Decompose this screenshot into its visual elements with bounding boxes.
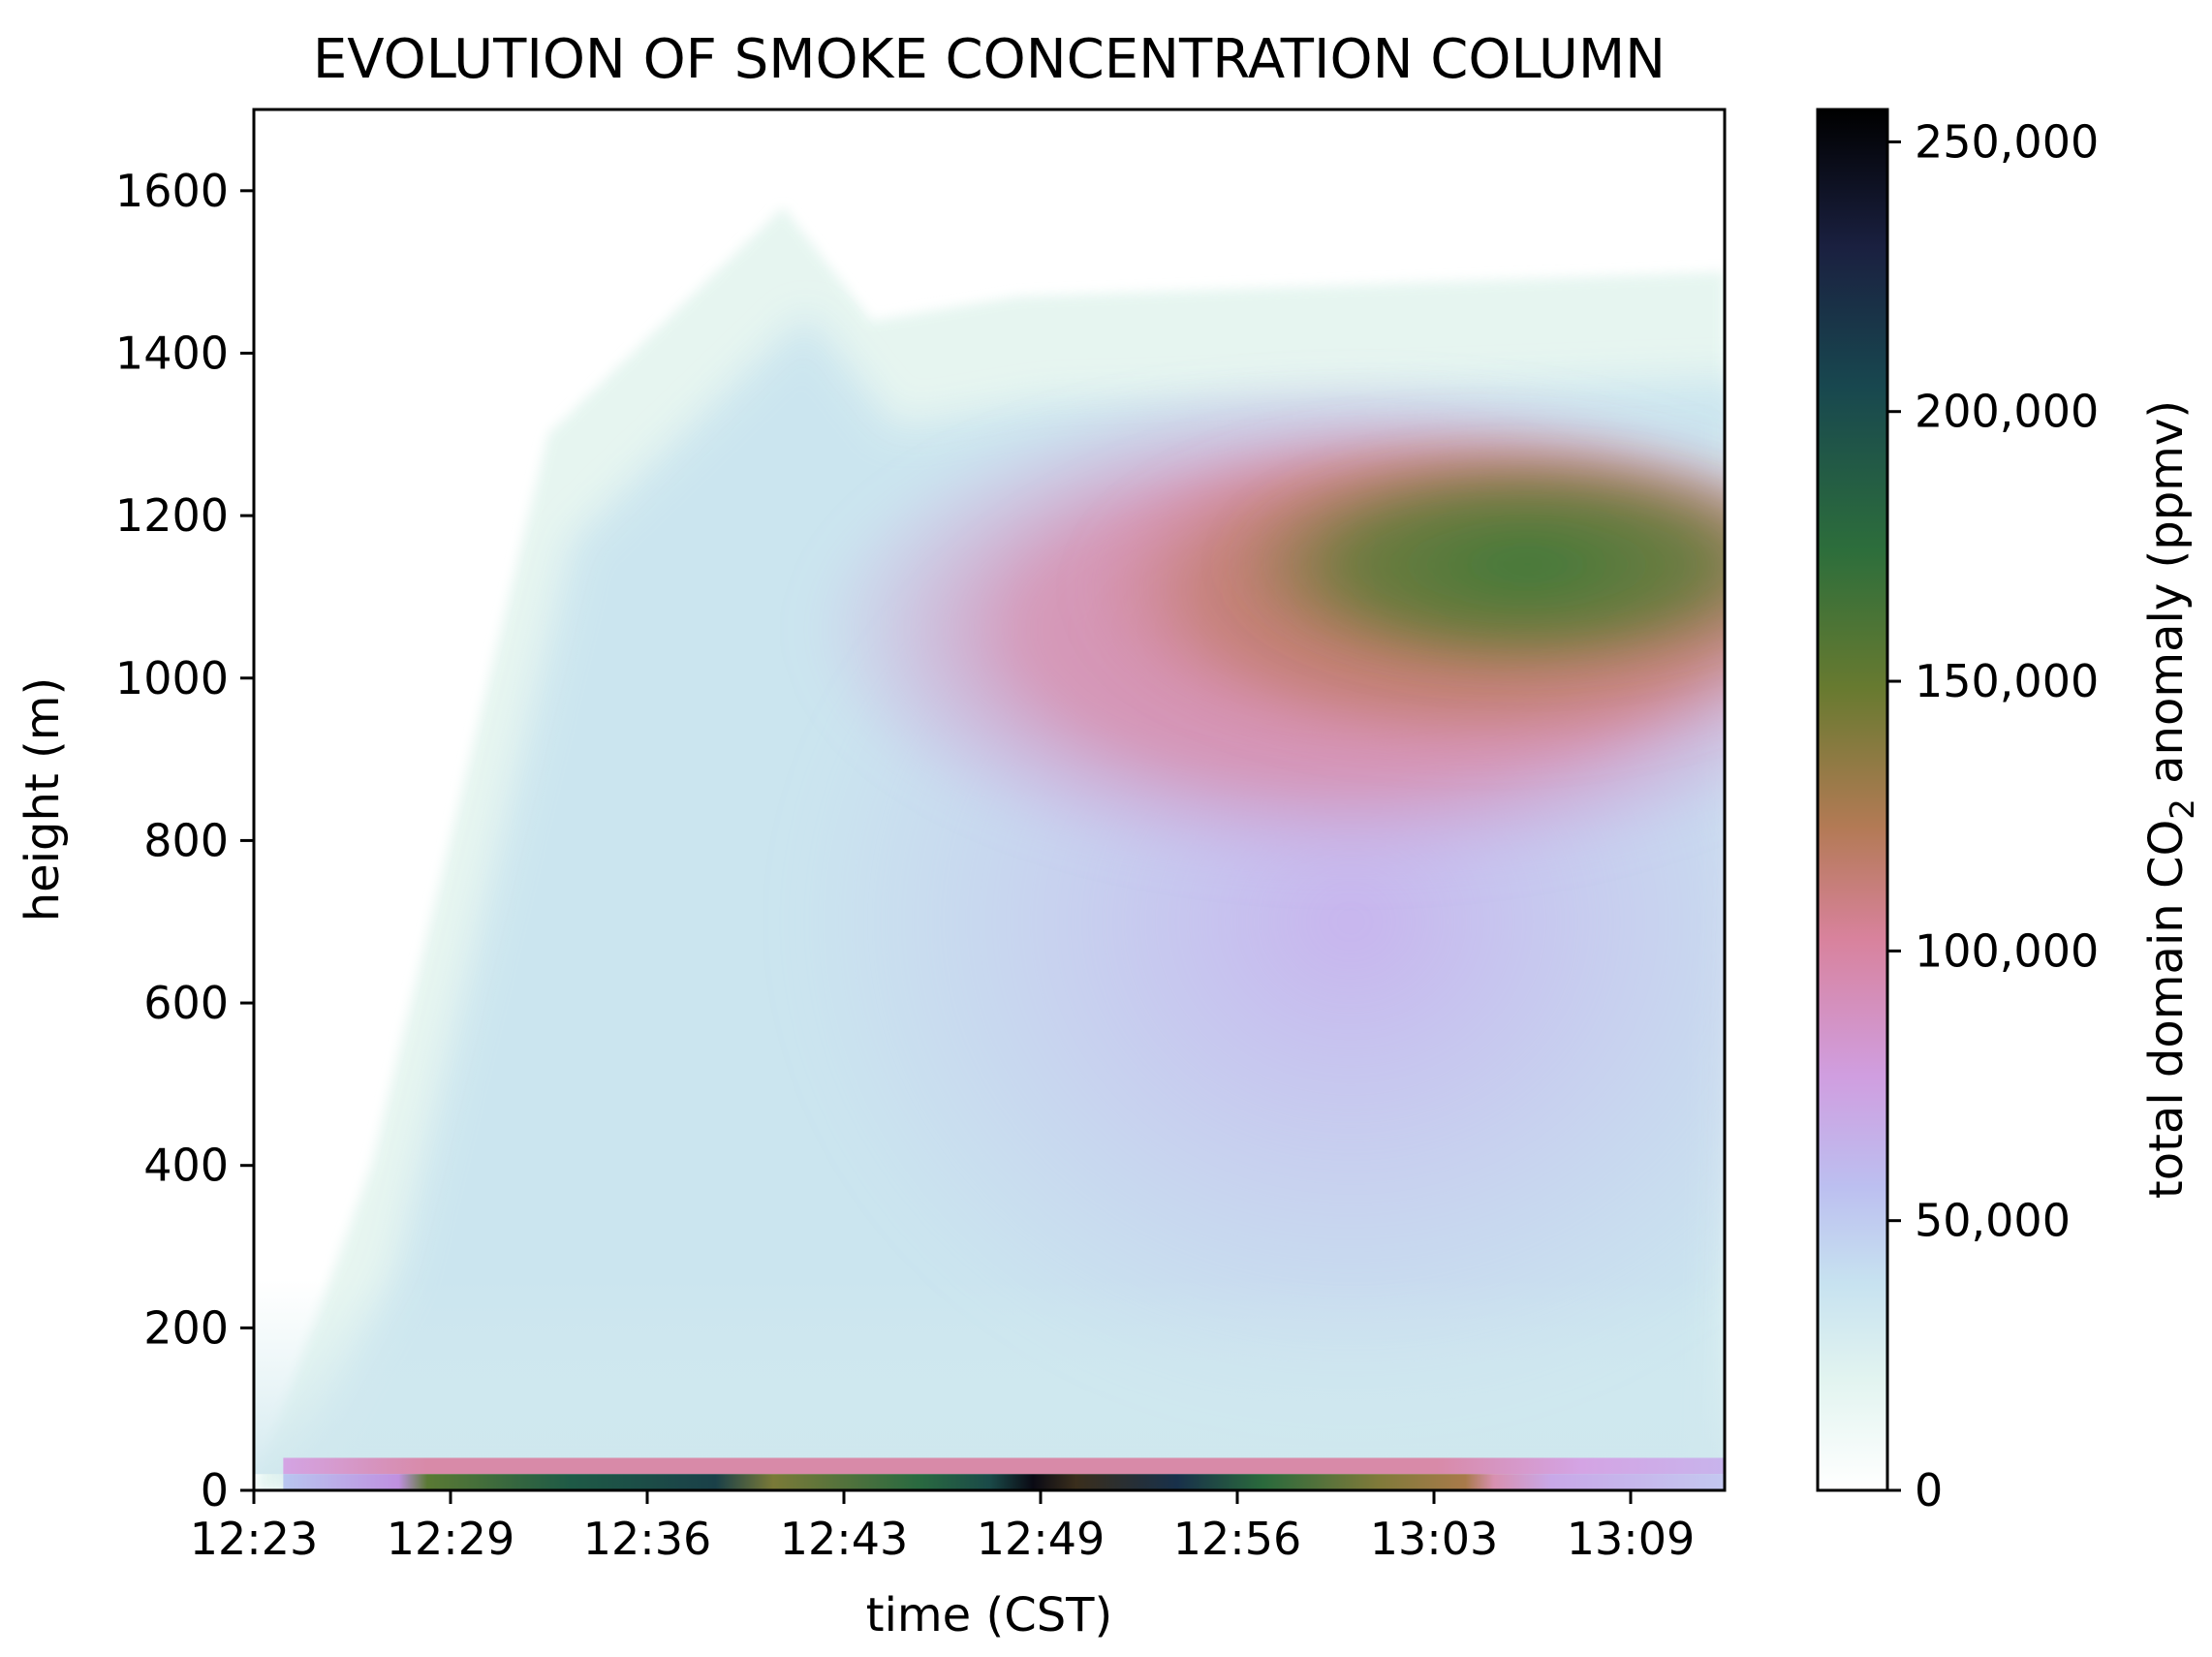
green-concentration-core: [1229, 452, 1725, 677]
y-axis-label: height (m): [16, 677, 70, 922]
x-axis: 12:23 12:29 12:36 12:43 12:49 12:56 13:03 13:09: [190, 1490, 1696, 1565]
y-tick-label: 1400: [115, 327, 229, 379]
heatmap-field: [254, 109, 1725, 1490]
x-tick-label: 12:56: [1173, 1513, 1302, 1565]
y-axis: 0 200 400 600 800 1000 1200 1400 1600: [115, 165, 254, 1516]
colorbar: [1816, 108, 1889, 1492]
colorbar-axis: 0 50,000 100,000 150,000 200,000 250,000: [1887, 115, 2099, 1516]
y-tick-label: 800: [143, 814, 229, 866]
y-tick-label: 400: [143, 1140, 229, 1192]
x-axis-label: time (CST): [866, 1588, 1112, 1642]
colorbar-tick-label: 150,000: [1915, 655, 2099, 707]
colorbar-tick-label: 0: [1915, 1464, 1943, 1516]
colorbar-tick-label: 200,000: [1915, 386, 2099, 438]
chart-title: EVOLUTION OF SMOKE CONCENTRATION COLUMN: [313, 28, 1666, 91]
colorbar-label-subscript: 2: [2164, 798, 2202, 820]
x-tick-label: 13:09: [1567, 1513, 1696, 1565]
ground-concentration-band: [283, 1474, 1725, 1490]
x-tick-label: 12:43: [780, 1513, 909, 1565]
x-tick-label: 12:23: [190, 1513, 319, 1565]
x-tick-label: 12:29: [387, 1513, 515, 1565]
low-level-haze: [254, 1279, 1725, 1475]
colorbar-label-main: total domain CO: [2139, 820, 2194, 1199]
plot-frame: [252, 108, 1727, 1492]
y-tick-label: 0: [201, 1464, 229, 1516]
colorbar-label: total domain CO2 anomaly (ppmv): [2139, 400, 2202, 1199]
y-tick-label: 1000: [115, 652, 229, 704]
x-tick-label: 13:03: [1370, 1513, 1499, 1565]
y-tick-label: 1200: [115, 489, 229, 542]
colorbar-tick-label: 100,000: [1915, 924, 2099, 977]
x-tick-label: 12:36: [583, 1513, 712, 1565]
y-tick-label: 1600: [115, 165, 229, 217]
near-ground-pink-band: [283, 1457, 1725, 1475]
x-tick-label: 12:49: [977, 1513, 1106, 1565]
colorbar-tick-label: 50,000: [1915, 1195, 2071, 1247]
colorbar-label-units: anomaly (ppmv): [2139, 400, 2194, 798]
y-tick-label: 600: [143, 977, 229, 1029]
colorbar-tick-label: 250,000: [1915, 115, 2099, 168]
y-tick-label: 200: [143, 1301, 229, 1354]
